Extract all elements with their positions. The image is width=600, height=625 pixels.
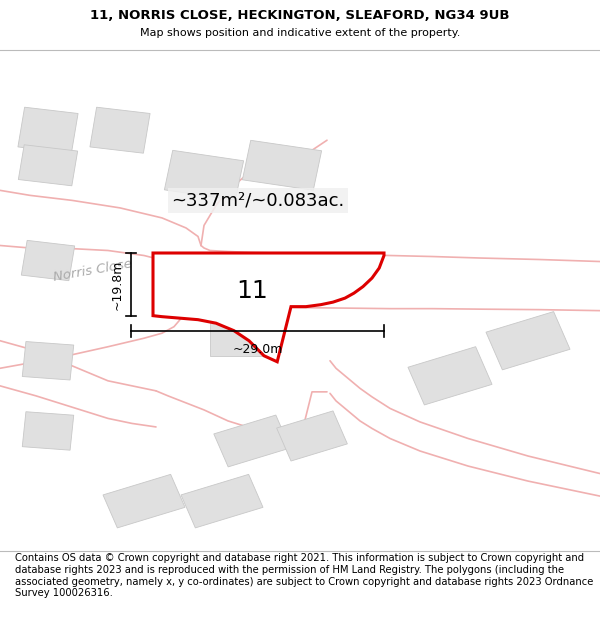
Text: 11: 11 bbox=[236, 279, 268, 302]
Bar bbox=[210, 316, 270, 356]
Bar bbox=[19, 145, 77, 186]
Bar bbox=[22, 341, 74, 380]
Bar bbox=[408, 347, 492, 405]
Text: ~337m²/~0.083ac.: ~337m²/~0.083ac. bbox=[172, 191, 344, 209]
Bar bbox=[181, 474, 263, 528]
Text: ~29.0m: ~29.0m bbox=[232, 343, 283, 356]
Text: 11, NORRIS CLOSE, HECKINGTON, SLEAFORD, NG34 9UB: 11, NORRIS CLOSE, HECKINGTON, SLEAFORD, … bbox=[90, 9, 510, 22]
Text: Contains OS data © Crown copyright and database right 2021. This information is : Contains OS data © Crown copyright and d… bbox=[15, 554, 593, 598]
Bar bbox=[90, 107, 150, 153]
Bar bbox=[22, 412, 74, 450]
Text: ~19.8m: ~19.8m bbox=[111, 259, 124, 309]
Bar bbox=[242, 141, 322, 190]
Bar bbox=[214, 415, 290, 467]
Bar bbox=[164, 151, 244, 200]
Bar bbox=[277, 411, 347, 461]
Text: Map shows position and indicative extent of the property.: Map shows position and indicative extent… bbox=[140, 28, 460, 38]
Bar bbox=[22, 241, 74, 281]
Bar bbox=[103, 474, 185, 528]
Polygon shape bbox=[153, 253, 384, 362]
Text: Norris Close: Norris Close bbox=[53, 258, 133, 284]
Bar bbox=[18, 107, 78, 153]
Bar bbox=[486, 312, 570, 370]
